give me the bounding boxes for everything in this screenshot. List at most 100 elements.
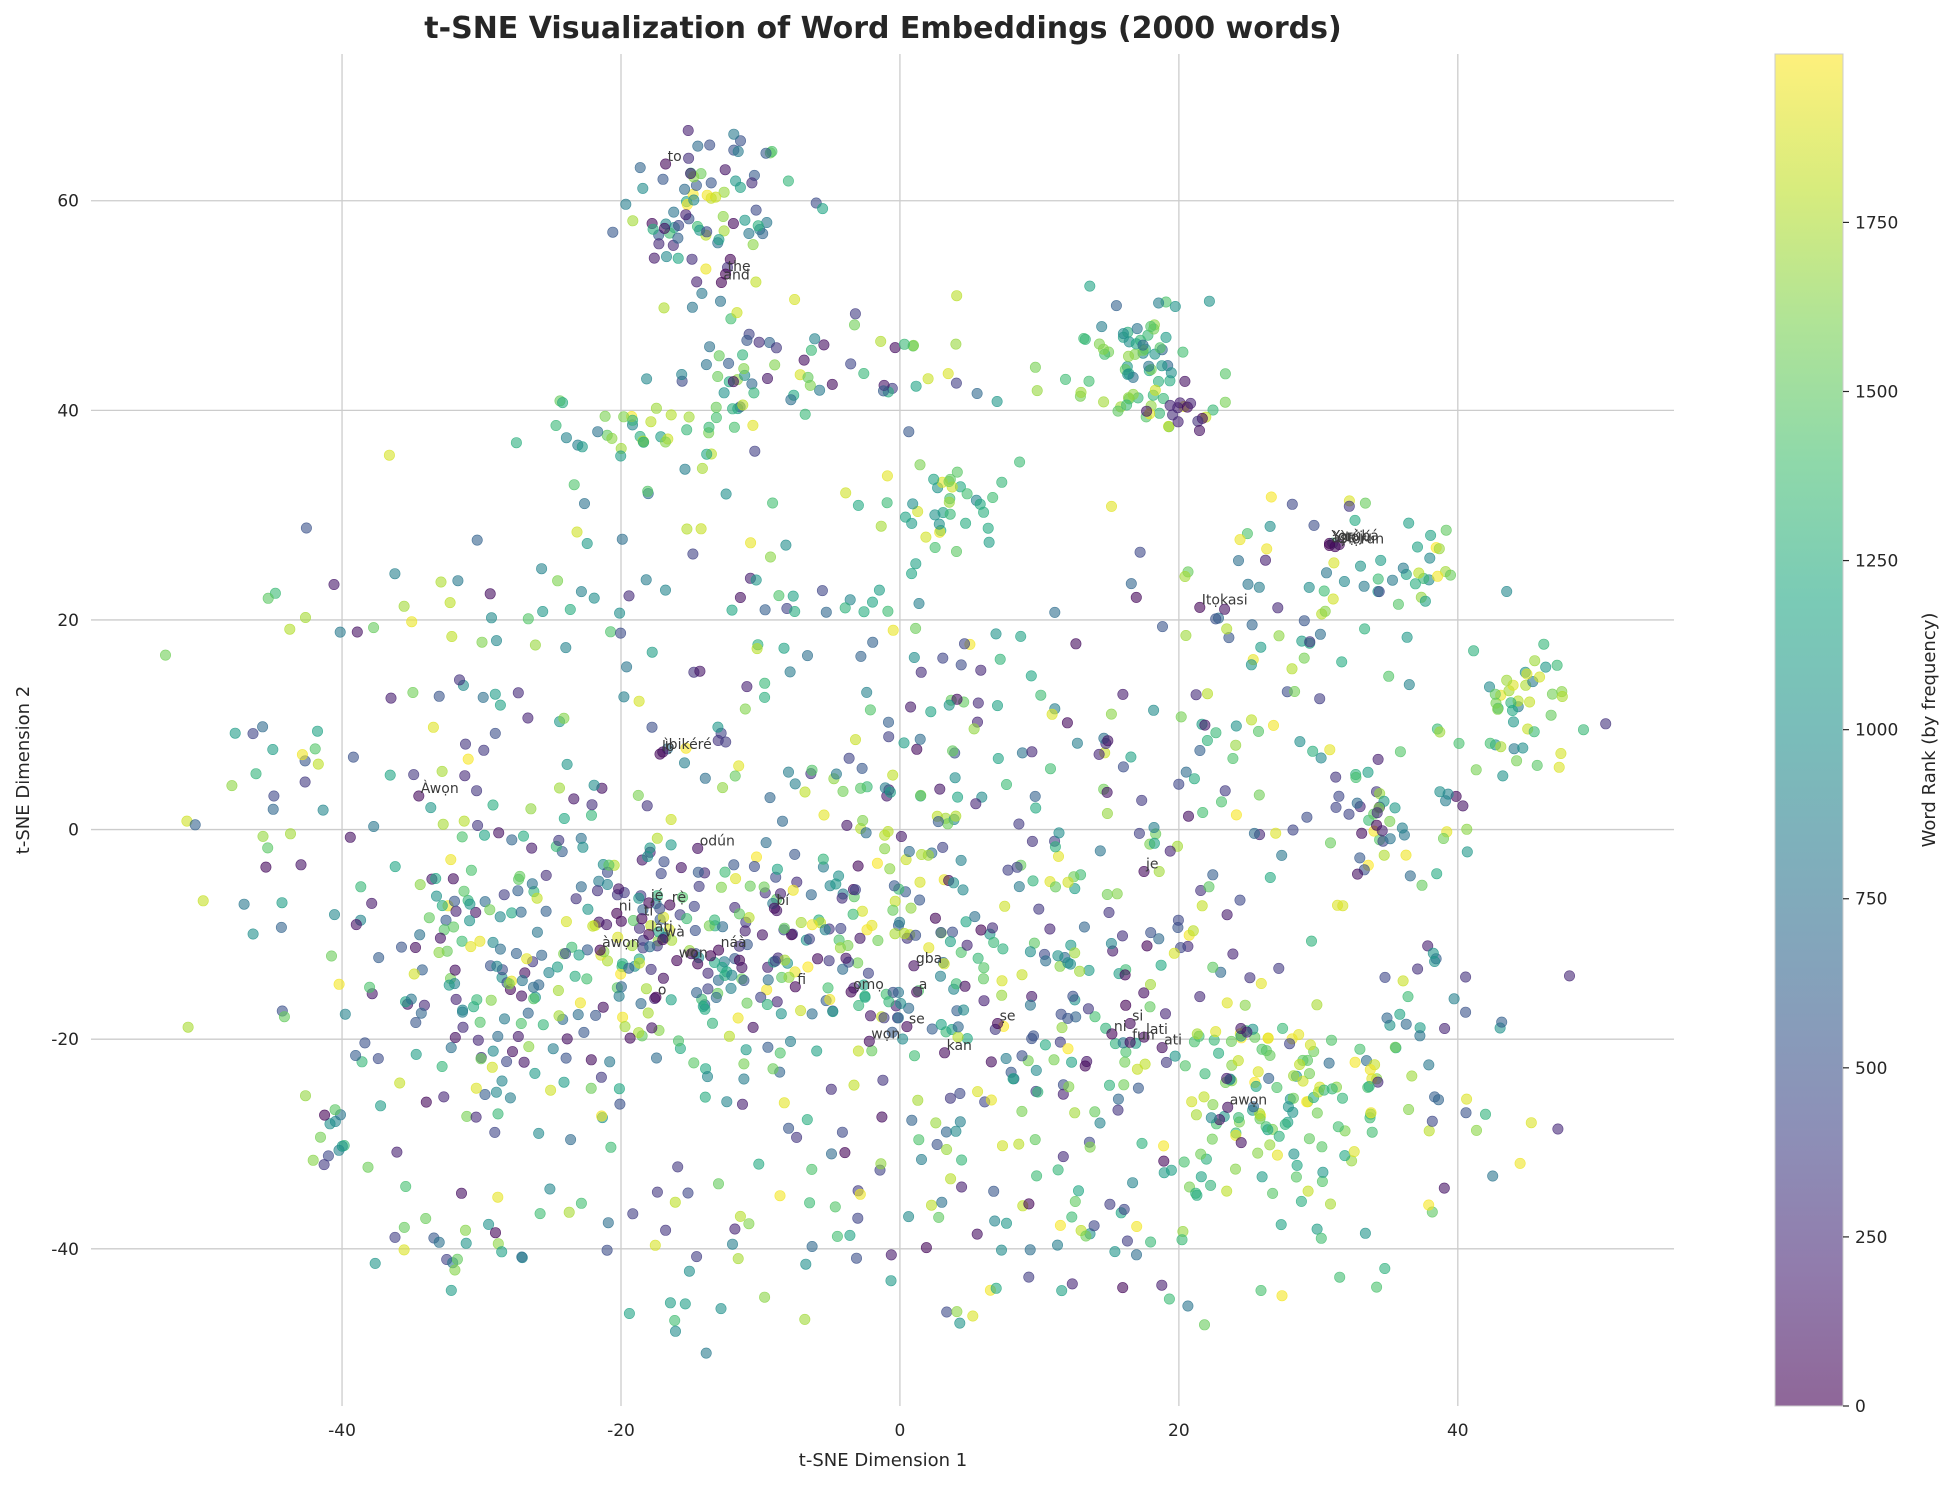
data-point (1235, 1022, 1247, 1034)
data-point (494, 943, 506, 955)
data-point (621, 661, 633, 673)
data-point (759, 691, 771, 703)
data-point (474, 1016, 486, 1028)
data-point (557, 397, 569, 409)
data-point (712, 721, 724, 733)
data-point (585, 809, 597, 821)
data-point (925, 706, 937, 718)
data-point (866, 1045, 878, 1057)
data-point (934, 970, 946, 982)
data-point (515, 906, 527, 918)
word-label: ti (644, 904, 653, 920)
data-point (626, 940, 638, 952)
data-point (1207, 404, 1219, 416)
data-point (1424, 552, 1436, 564)
data-point (433, 946, 445, 958)
data-point (911, 743, 923, 755)
data-point (1040, 955, 1052, 967)
data-point (1141, 405, 1153, 417)
word-label: the (728, 259, 751, 275)
data-point (1014, 456, 1026, 468)
data-point (767, 1063, 779, 1075)
data-point (954, 1317, 966, 1329)
data-point (615, 450, 627, 462)
data-point (1196, 900, 1208, 912)
word-label: ìbikéré (664, 737, 712, 753)
data-point (1206, 1133, 1218, 1145)
data-point (968, 723, 980, 735)
data-point (1000, 778, 1012, 790)
data-point (1145, 1236, 1157, 1248)
data-point (394, 1077, 406, 1089)
data-point (818, 339, 830, 351)
data-point (648, 252, 660, 264)
data-point (1468, 645, 1480, 657)
data-point (309, 743, 321, 755)
data-point (705, 950, 717, 962)
data-point (1117, 688, 1129, 700)
data-point (839, 602, 851, 614)
data-point (819, 924, 831, 936)
data-point (1121, 399, 1133, 411)
data-point (914, 733, 926, 745)
data-point (471, 785, 483, 797)
data-point (1439, 1022, 1451, 1034)
data-point (568, 793, 580, 805)
data-point (351, 626, 363, 638)
data-point (852, 860, 864, 872)
data-point (1219, 785, 1231, 797)
data-point (1301, 811, 1313, 823)
data-point (730, 175, 742, 187)
data-point (1318, 585, 1330, 597)
data-point (680, 209, 692, 221)
data-point (957, 884, 969, 896)
data-point (1016, 1050, 1028, 1062)
data-point (1160, 1056, 1172, 1068)
data-point (1199, 719, 1211, 731)
data-point (577, 841, 589, 853)
data-point (825, 1148, 837, 1160)
data-point (700, 1347, 712, 1359)
data-point (971, 387, 983, 399)
data-point (1277, 1022, 1289, 1034)
data-point (910, 558, 922, 570)
data-point (1083, 964, 1095, 976)
data-point (941, 1306, 953, 1318)
data-point (1496, 1016, 1508, 1028)
data-point (741, 681, 753, 693)
data-point (737, 349, 749, 361)
data-point (1063, 1081, 1075, 1093)
data-point (604, 1056, 616, 1068)
data-point (1356, 827, 1368, 839)
data-point (489, 727, 501, 739)
data-point (525, 803, 537, 815)
data-point (894, 916, 906, 928)
data-point (848, 1079, 860, 1091)
word-label: ni (619, 898, 632, 914)
colorbar-tick-label: 250 (1855, 1228, 1887, 1248)
data-point (829, 1201, 841, 1213)
data-point (558, 812, 570, 824)
data-point (914, 894, 926, 906)
data-point (1132, 1082, 1144, 1094)
data-point (471, 534, 483, 546)
data-point (992, 1017, 1004, 1029)
data-point (444, 597, 456, 609)
data-point (1024, 1244, 1036, 1256)
data-point (1178, 1156, 1190, 1168)
data-point (778, 1097, 790, 1109)
data-point (1403, 1104, 1415, 1116)
data-point (1216, 796, 1228, 808)
data-point (1169, 300, 1181, 312)
data-point (1052, 950, 1064, 962)
data-point (1253, 581, 1265, 593)
data-point (1069, 1107, 1081, 1119)
data-point (459, 738, 471, 750)
data-point (901, 1021, 913, 1033)
word-label: lọ (662, 739, 674, 755)
data-point (925, 1199, 937, 1211)
data-point (1120, 999, 1132, 1011)
data-point (759, 1291, 771, 1303)
data-point (1354, 852, 1366, 864)
x-tick-label: 0 (895, 1421, 906, 1441)
